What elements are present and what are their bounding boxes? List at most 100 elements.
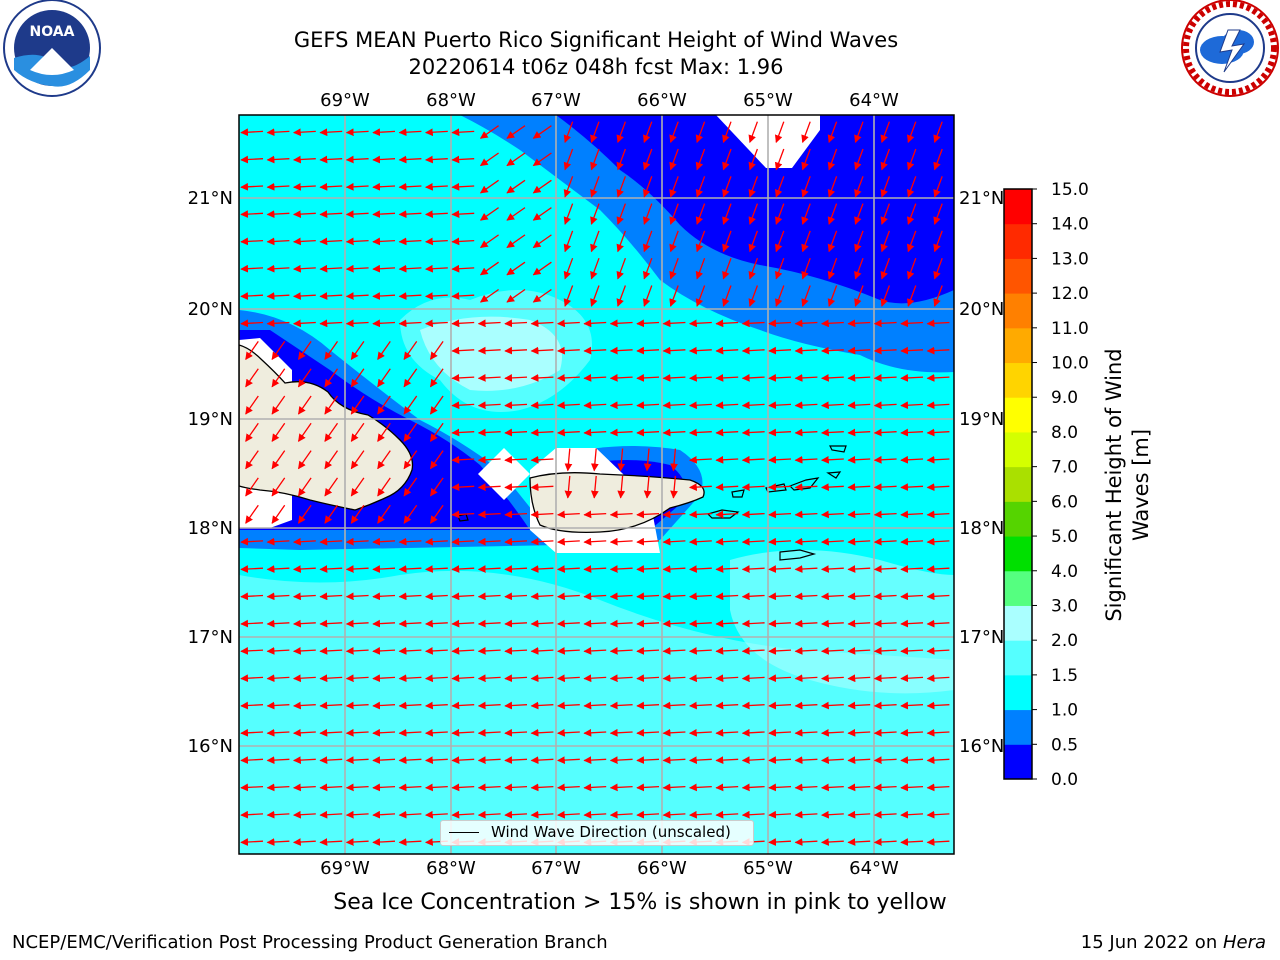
wave-direction-arrow [319,592,343,601]
wave-direction-arrow [741,374,765,382]
lon-label-top: 66°W [637,90,687,111]
wave-direction-arrow [293,565,316,573]
wave-direction-arrow [451,155,475,164]
wave-direction-arrow [293,674,316,683]
wave-direction-arrow [479,261,499,276]
wave-direction-arrow [583,756,607,765]
wave-direction-arrow [451,783,475,792]
wave-direction-arrow [530,619,554,628]
wave-direction-arrow [662,783,686,792]
wave-direction-arrow [642,230,653,253]
wave-direction-arrow [873,565,897,573]
wave-direction-arrow [880,121,891,144]
wave-direction-arrow [506,261,526,276]
map-legend: Wind Wave Direction (unscaled) [440,820,754,846]
wave-direction-arrow [479,207,499,221]
wave-direction-arrow [821,537,844,546]
wave-direction-arrow [557,810,580,819]
wave-direction-arrow [319,319,343,328]
wave-direction-arrow [794,701,818,710]
wave-direction-arrow [774,148,785,171]
wave-direction-arrow [768,756,792,765]
wave-direction-arrow [794,565,818,573]
wave-direction-arrow [670,475,678,499]
wave-direction-arrow [319,756,343,765]
wave-direction-arrow [345,565,369,573]
wave-direction-arrow [266,674,290,683]
wave-direction-arrow [319,838,343,846]
wave-direction-arrow [741,810,765,819]
wave-direction-arrow [345,783,369,792]
wave-direction-arrow [590,203,600,225]
wave-direction-arrow [557,647,580,655]
wave-direction-arrow [827,176,838,198]
wave-direction-arrow [669,148,679,171]
wave-direction-arrow [715,783,739,792]
generation-date: 15 Jun 2022 on Hera [1081,932,1266,953]
wave-direction-arrow [695,257,706,280]
wave-direction-arrow [616,285,627,307]
wave-direction-arrow [609,592,633,601]
wave-direction-arrow [504,483,528,492]
wave-direction-arrow [504,592,528,601]
wave-direction-arrow [451,592,475,601]
colorbar-title-line1: Significant Height of Wind [1102,348,1126,622]
wave-direction-arrow [768,647,792,655]
wave-direction-arrow [530,728,554,737]
wave-direction-arrow [240,537,264,546]
wave-direction-arrow [662,510,686,519]
wave-direction-arrow [636,428,660,437]
wave-direction-arrow [266,701,290,710]
wave-direction-arrow [873,319,897,328]
wave-direction-arrow [926,401,950,410]
wave-direction-arrow [504,674,528,683]
wave-direction-arrow [880,285,891,307]
wave-direction-arrow [847,565,871,573]
wave-direction-arrow [906,203,917,225]
wave-direction-arrow [880,148,891,171]
wave-direction-arrow [854,203,864,225]
wave-direction-arrow [377,368,391,388]
wave-direction-arrow [429,422,444,442]
wave-direction-arrow [245,422,259,442]
wave-direction-arrow [324,341,339,361]
wave-direction-arrow [768,565,792,573]
wave-direction-arrow [609,374,633,382]
legend-label: Wind Wave Direction (unscaled) [491,823,731,841]
wave-direction-arrow [847,537,871,546]
wave-direction-arrow [345,155,369,164]
wave-direction-arrow [670,448,678,472]
lon-label-top: 69°W [320,90,370,111]
wave-direction-arrow [748,148,759,171]
wave-direction-arrow [715,537,739,546]
colorbar-tick-label: 9.0 [1051,388,1078,408]
wave-direction-arrow [398,292,422,300]
wave-direction-arrow [293,319,316,328]
wave-direction-arrow [609,401,633,410]
wave-direction-arrow [429,477,444,497]
wave-direction-arrow [504,319,528,328]
wave-direction-arrow [240,701,264,710]
wave-direction-arrow [293,537,316,546]
wave-direction-arrow [636,619,660,628]
wave-direction-arrow [372,537,396,546]
colorbar-tick-label: 15.0 [1051,180,1089,200]
wave-direction-arrow [847,647,871,655]
wave-direction-arrow [636,728,660,737]
wave-direction-arrow [741,674,765,683]
wave-direction-arrow [689,647,712,655]
wave-direction-arrow [425,756,448,765]
wave-direction-arrow [847,319,871,328]
wave-direction-arrow [377,341,391,361]
wave-direction-arrow [319,783,343,792]
wave-direction-arrow [377,422,391,442]
wave-direction-arrow [451,210,475,219]
wave-direction-arrow [768,319,792,328]
wave-direction-arrow [345,701,369,710]
wave-direction-arrow [847,783,871,792]
wave-direction-arrow [821,374,844,382]
wave-direction-arrow [900,674,924,683]
wave-direction-arrow [319,237,343,246]
wave-direction-arrow [873,756,897,765]
